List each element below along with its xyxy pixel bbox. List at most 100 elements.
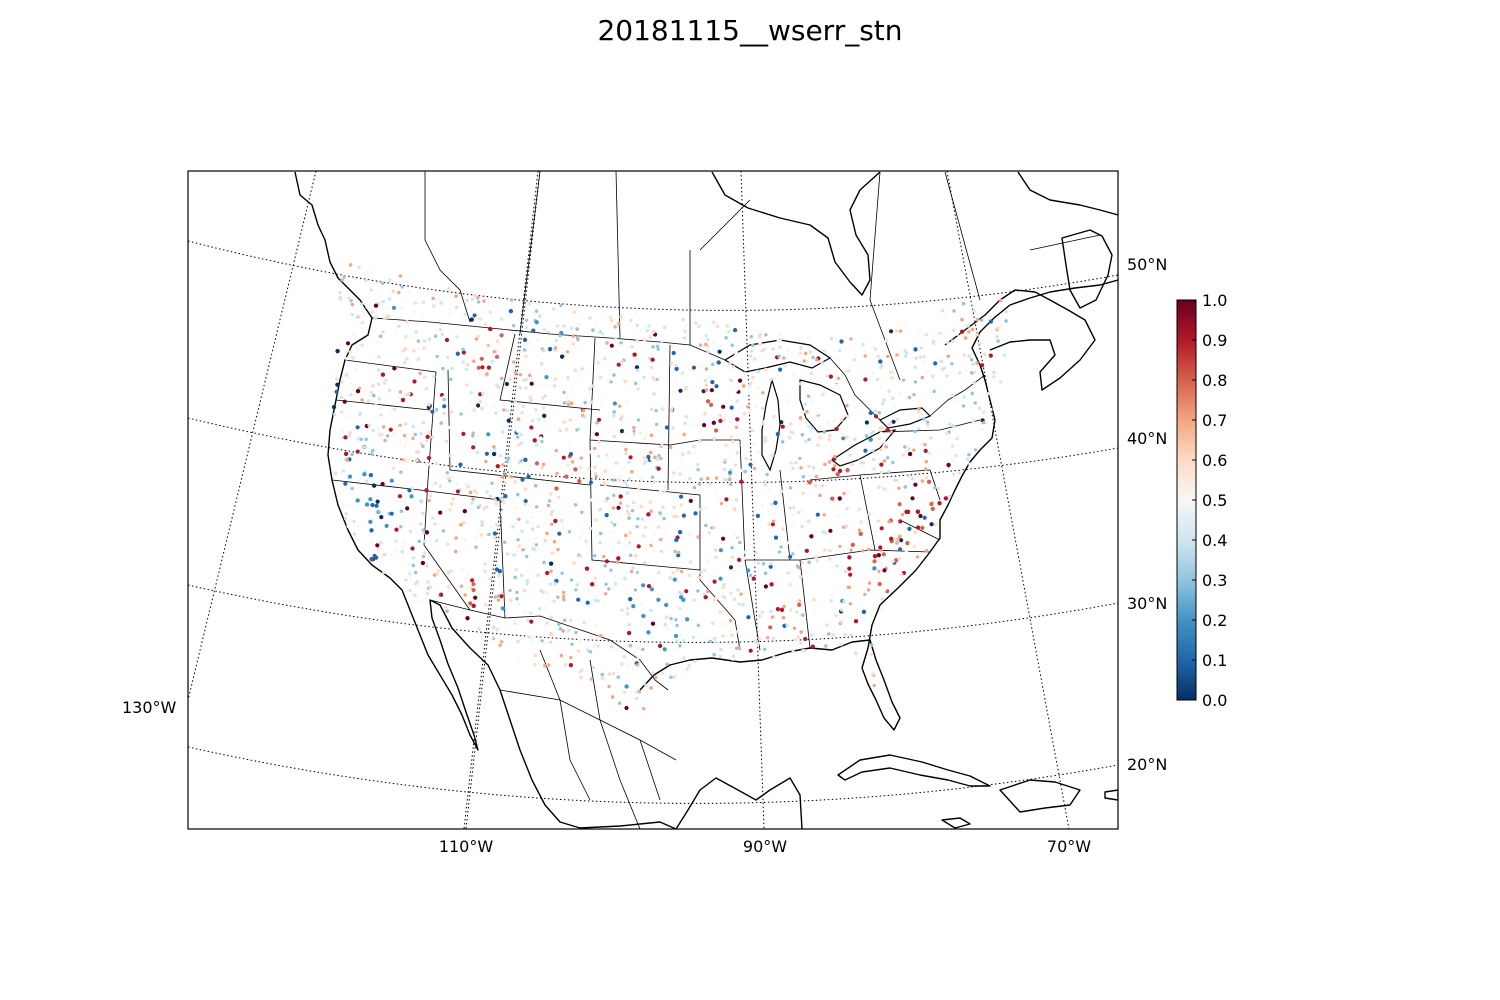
station-point: [691, 635, 696, 639]
station-point: [780, 440, 785, 444]
station-point: [471, 603, 476, 609]
station-point: [448, 328, 453, 333]
station-point: [333, 471, 338, 475]
station-point: [352, 519, 356, 524]
station-point: [706, 338, 710, 342]
station-point: [810, 426, 814, 430]
station-point: [973, 448, 978, 452]
station-point: [798, 575, 803, 579]
station-point: [376, 429, 380, 434]
station-point: [806, 336, 811, 340]
station-point: [381, 281, 385, 285]
station-point: [687, 532, 691, 537]
station-point: [603, 356, 607, 361]
station-point: [638, 328, 643, 332]
station-point: [898, 534, 902, 538]
station-point: [630, 470, 634, 474]
station-point: [501, 606, 506, 611]
station-point: [898, 329, 903, 333]
station-point: [568, 339, 572, 343]
station-point: [440, 332, 445, 337]
station-point: [897, 391, 902, 395]
station-point: [556, 595, 560, 599]
station-point: [579, 465, 583, 470]
station-point: [630, 509, 635, 513]
station-point: [916, 509, 921, 514]
station-point: [445, 439, 449, 444]
station-point: [689, 487, 693, 492]
station-point: [735, 451, 740, 455]
station-point: [906, 562, 910, 566]
station-point: [966, 324, 970, 328]
station-point: [733, 433, 738, 437]
station-point: [814, 555, 818, 559]
station-point: [649, 366, 654, 370]
station-point: [454, 305, 459, 309]
station-point: [499, 594, 504, 599]
station-point: [404, 393, 408, 397]
station-point: [933, 361, 938, 366]
station-point: [791, 523, 795, 528]
station-point: [861, 609, 867, 615]
station-point: [607, 587, 611, 591]
station-point: [775, 607, 781, 612]
station-point: [408, 529, 413, 534]
station-point: [619, 341, 623, 345]
station-point: [975, 333, 979, 337]
station-point: [436, 416, 440, 421]
station-point: [922, 515, 927, 520]
station-point: [957, 471, 962, 475]
station-point: [487, 532, 491, 537]
station-point: [589, 450, 593, 454]
station-point: [674, 363, 678, 368]
station-point: [863, 354, 867, 358]
station-point: [376, 547, 381, 551]
station-point: [350, 312, 354, 316]
station-point: [961, 404, 966, 408]
station-point: [775, 432, 780, 437]
station-point: [736, 588, 740, 592]
station-point: [662, 490, 667, 494]
station-point: [413, 593, 417, 597]
station-point: [697, 324, 701, 329]
station-point: [878, 359, 883, 364]
station-point: [412, 379, 417, 384]
station-point: [460, 502, 464, 506]
station-point: [515, 590, 519, 595]
station-point: [484, 459, 488, 464]
station-point: [814, 474, 819, 479]
station-point: [891, 559, 895, 563]
station-point: [877, 582, 882, 587]
station-point: [613, 325, 617, 329]
station-point: [677, 590, 682, 595]
station-point: [347, 296, 351, 300]
station-point: [616, 505, 621, 510]
station-point: [662, 516, 666, 521]
station-point: [833, 454, 837, 459]
station-point: [632, 425, 636, 430]
station-point: [505, 408, 510, 413]
puerto-rico: [1104, 789, 1118, 801]
station-point: [722, 467, 727, 472]
station-point: [522, 348, 527, 352]
station-point: [623, 690, 627, 694]
station-point: [378, 407, 382, 411]
station-point: [468, 601, 473, 606]
station-point: [947, 494, 952, 499]
station-point: [712, 341, 716, 345]
station-point: [549, 569, 553, 573]
station-point: [562, 324, 566, 328]
station-point: [779, 545, 783, 549]
station-point: [500, 640, 504, 644]
station-point: [530, 515, 534, 519]
station-point: [404, 437, 408, 442]
station-point: [645, 644, 649, 648]
station-point: [660, 443, 664, 448]
station-point: [648, 500, 652, 504]
station-point: [760, 504, 765, 509]
station-point: [428, 585, 432, 589]
station-point: [501, 430, 505, 434]
station-point: [922, 417, 926, 421]
station-point: [579, 526, 584, 531]
station-point: [699, 507, 703, 511]
